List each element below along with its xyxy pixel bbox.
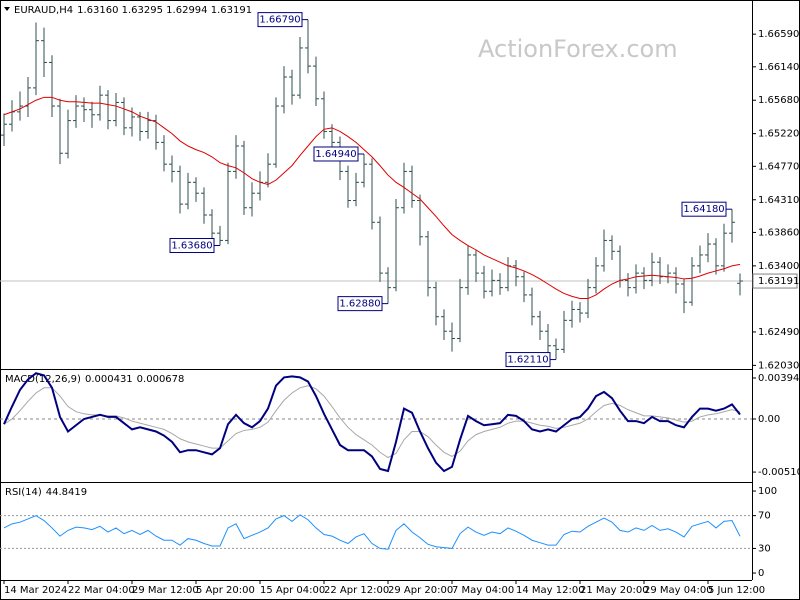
price-header: EURAUD,H4 1.63160 1.63295 1.62994 1.63191 [14, 5, 252, 16]
price-label-box [505, 352, 551, 368]
price-label: 1.66790 [259, 15, 300, 26]
rsi-value: 44.8419 [46, 487, 87, 498]
y-tick-label: -0.005103 [758, 467, 800, 478]
x-tick-label: 22 Apr 12:00 [324, 585, 389, 596]
macd-title: MACD(12,26,9) [5, 374, 81, 385]
y-tick-label: 0.00 [758, 414, 780, 425]
rsi-header: RSI(14) 44.8419 [5, 487, 87, 498]
price-label: 1.64940 [315, 149, 356, 160]
y-tick-label: 1.66590 [758, 29, 799, 40]
y-tick-label: 1.63860 [758, 227, 799, 238]
x-tick-label: 21 May 20:00 [580, 585, 649, 596]
x-tick-label: 29 Mar 12:00 [132, 585, 199, 596]
rsi-line [3, 514, 741, 550]
x-tick-label: 29 Apr 20:00 [388, 585, 453, 596]
y-tick-label: 0.003941 [758, 373, 800, 384]
price-label-box [313, 146, 359, 162]
current-price-box [752, 273, 798, 289]
y-tick-label: 70 [758, 511, 771, 522]
price-label-box [169, 238, 215, 254]
y-tick-label: 1.66140 [758, 62, 799, 73]
price-label-box [337, 296, 383, 312]
y-tick-label: 1.64770 [758, 161, 799, 172]
x-tick-label: 5 Apr 20:00 [196, 585, 255, 596]
current-price-label: 1.63191 [758, 276, 799, 287]
price-label: 1.62110 [507, 355, 548, 366]
price-label-box [257, 12, 303, 28]
y-tick-label: 1.65220 [758, 129, 799, 140]
price-label: 1.63680 [171, 241, 212, 252]
y-tick-label: 1.64310 [758, 195, 799, 206]
macd-line [3, 372, 741, 473]
moving-average [3, 96, 741, 300]
price-label-box [681, 201, 727, 217]
symbol: EURAUD,H4 [14, 5, 73, 16]
header-icon [4, 7, 10, 11]
x-tick-label: 5 Jun 12:00 [708, 585, 765, 596]
rsi-title: RSI(14) [5, 487, 42, 498]
signal-value: 0.000678 [137, 374, 185, 385]
watermark: ActionForex.com [478, 35, 678, 63]
y-tick-label: 100 [758, 486, 777, 497]
y-tick-label: 1.62030 [758, 360, 799, 371]
x-tick-label: 14 Mar 2024 [4, 585, 67, 596]
x-tick-label: 22 Mar 04:00 [68, 585, 135, 596]
x-tick-label: 7 May 04:00 [452, 585, 514, 596]
x-tick-label: 14 May 12:00 [516, 585, 585, 596]
y-tick-label: 1.62490 [758, 327, 799, 338]
x-tick-label: 15 Apr 04:00 [260, 585, 325, 596]
y-tick-label: 30 [758, 543, 771, 554]
macd-header: MACD(12,26,9) 0.000431 0.000678 [5, 374, 184, 385]
y-tick-label: 1.65680 [758, 95, 799, 106]
y-tick-label: 1.63400 [758, 261, 799, 272]
x-tick-label: 29 May 04:00 [644, 585, 713, 596]
y-tick-label: 0 [758, 568, 764, 579]
ohlc-values: 1.63160 1.63295 1.62994 1.63191 [77, 5, 252, 16]
macd-value: 0.000431 [85, 374, 133, 385]
price-label: 1.62880 [339, 299, 380, 310]
price-label: 1.64180 [683, 204, 724, 215]
